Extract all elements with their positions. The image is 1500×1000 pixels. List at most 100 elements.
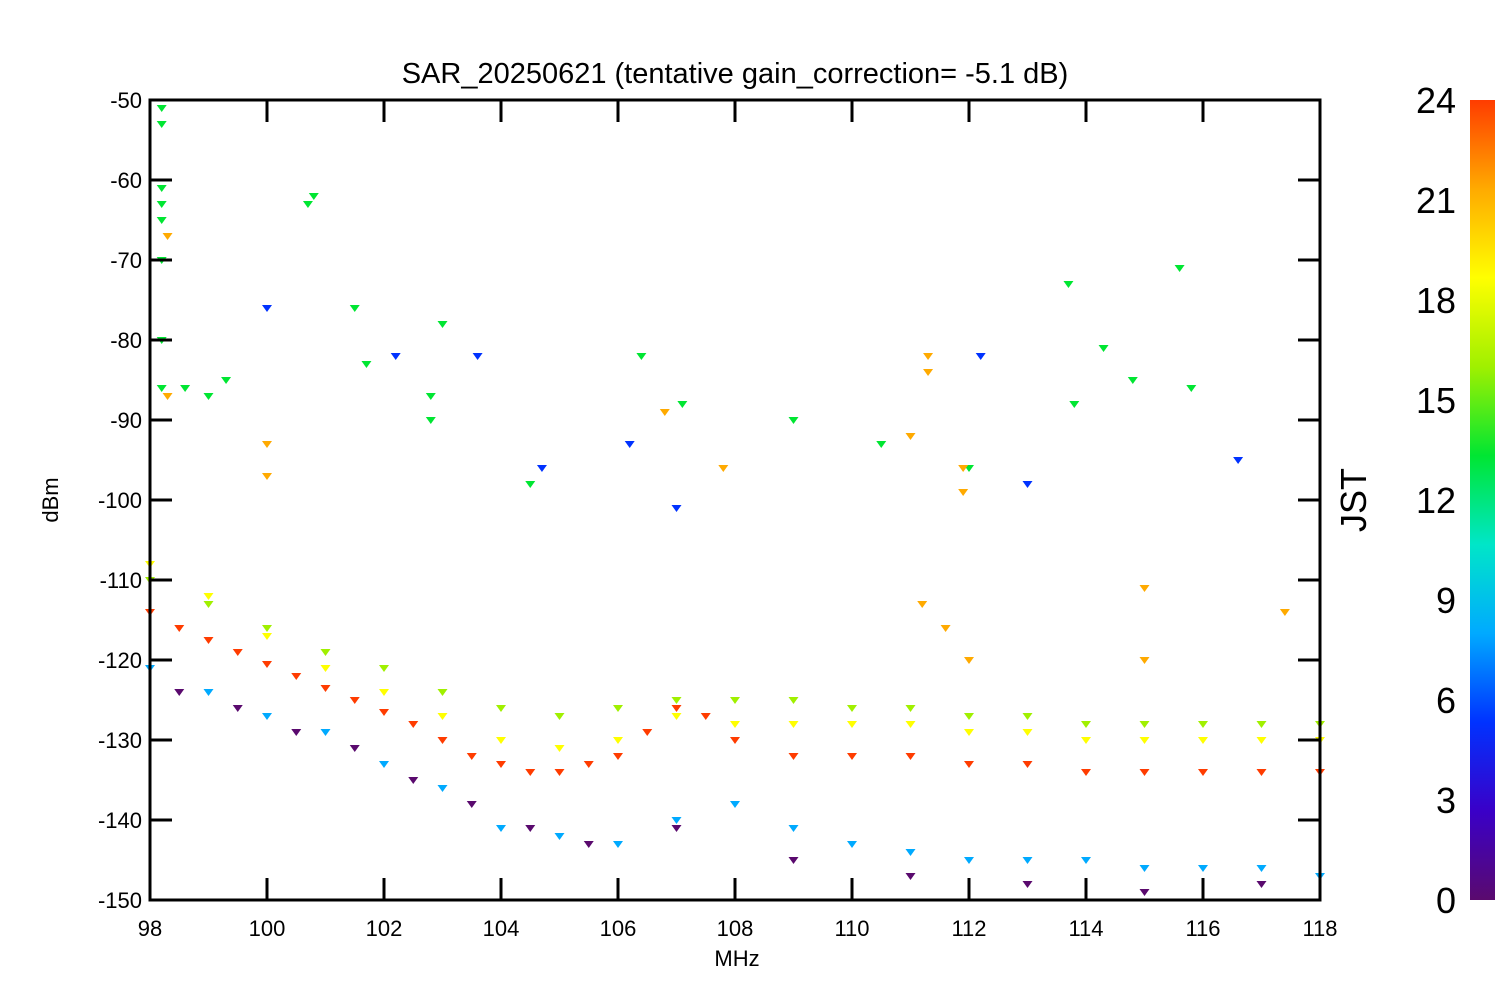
y-tick-label: -100 [98, 488, 142, 513]
data-point [1279, 609, 1290, 616]
data-point [1139, 721, 1150, 728]
colorbar-ticks: 0 3 6 9 12 15 18 21 24 [1416, 80, 1456, 921]
data-point [496, 761, 506, 768]
data-point [1256, 881, 1267, 888]
data-point [788, 825, 799, 832]
data-point [917, 601, 928, 608]
colorbar-tick-label: 9 [1436, 580, 1456, 621]
data-point [923, 369, 934, 376]
data-point [156, 217, 167, 224]
data-point [554, 769, 565, 776]
data-point [291, 729, 302, 736]
data-point [320, 729, 331, 736]
data-point [536, 465, 547, 472]
data-point [1069, 401, 1080, 408]
data-point [466, 801, 477, 808]
x-tick-label: 98 [138, 916, 162, 941]
data-point [1139, 585, 1150, 592]
data-point [964, 713, 974, 720]
data-point [525, 769, 536, 776]
x-tick-label: 100 [249, 916, 286, 941]
x-tick-label: 116 [1185, 916, 1220, 941]
x-tick-label: 108 [717, 916, 754, 941]
data-point [425, 393, 436, 400]
y-axis: -50 -60 -70 -80 -90 -100 -110 -120 -130 -140 -150 [98, 88, 1320, 913]
y-tick-label: -140 [98, 808, 142, 833]
data-point [554, 833, 565, 840]
data-point [174, 625, 185, 632]
data-point [1256, 769, 1267, 776]
data-point [905, 873, 916, 880]
data-point [262, 305, 272, 312]
data-point [349, 745, 360, 752]
data-point [262, 633, 272, 640]
data-point [847, 705, 857, 712]
y-axis-label: dBm [38, 477, 63, 522]
data-point [437, 689, 448, 696]
data-point [1139, 889, 1150, 896]
data-point [162, 393, 173, 400]
colorbar-label: JST [1333, 468, 1374, 532]
y-tick-label: -120 [98, 648, 142, 673]
data-point [262, 661, 272, 668]
data-point [1256, 737, 1267, 744]
data-point [1198, 721, 1208, 728]
colorbar-tick-label: 3 [1436, 780, 1456, 821]
data-point [320, 685, 331, 692]
data-point [554, 713, 565, 720]
data-point [1063, 281, 1074, 288]
data-point [1139, 657, 1150, 664]
data-point [1127, 377, 1138, 384]
data-point [180, 385, 191, 392]
scatter-points [145, 105, 1325, 896]
data-point [1256, 865, 1267, 872]
colorbar-tick-label: 18 [1416, 280, 1456, 321]
data-point [1098, 345, 1109, 352]
colorbar-tick-label: 24 [1416, 80, 1456, 121]
data-point [847, 753, 857, 760]
data-point [642, 729, 653, 736]
data-point [671, 817, 682, 824]
data-point [958, 465, 969, 472]
data-point [203, 689, 214, 696]
data-point [203, 593, 214, 600]
data-point [437, 321, 448, 328]
data-point [788, 753, 799, 760]
data-point [788, 721, 799, 728]
data-point [425, 417, 436, 424]
data-point [262, 625, 272, 632]
x-tick-label: 112 [951, 916, 986, 941]
data-point [379, 709, 389, 716]
data-point [1139, 737, 1150, 744]
data-point [583, 841, 594, 848]
colorbar [1470, 100, 1495, 900]
data-point [975, 353, 986, 360]
data-point [308, 193, 319, 200]
data-point [1022, 729, 1033, 736]
data-point [671, 505, 682, 512]
data-point [1022, 761, 1033, 768]
data-point [156, 121, 167, 128]
data-point [408, 777, 419, 784]
data-point [437, 737, 448, 744]
x-tick-label: 102 [366, 916, 403, 941]
data-point [671, 825, 682, 832]
data-point [496, 825, 506, 832]
data-point [730, 737, 740, 744]
data-point [613, 705, 623, 712]
data-point [905, 705, 916, 712]
data-point [905, 433, 916, 440]
data-point [349, 305, 360, 312]
data-point [203, 601, 214, 608]
data-point [349, 697, 360, 704]
y-tick-label: -80 [110, 328, 142, 353]
data-point [525, 481, 536, 488]
data-point [174, 689, 185, 696]
data-point [156, 201, 167, 208]
data-point [730, 801, 740, 808]
y-tick-label: -110 [100, 568, 142, 593]
data-point [156, 185, 167, 192]
data-point [291, 673, 302, 680]
x-tick-label: 104 [483, 916, 520, 941]
